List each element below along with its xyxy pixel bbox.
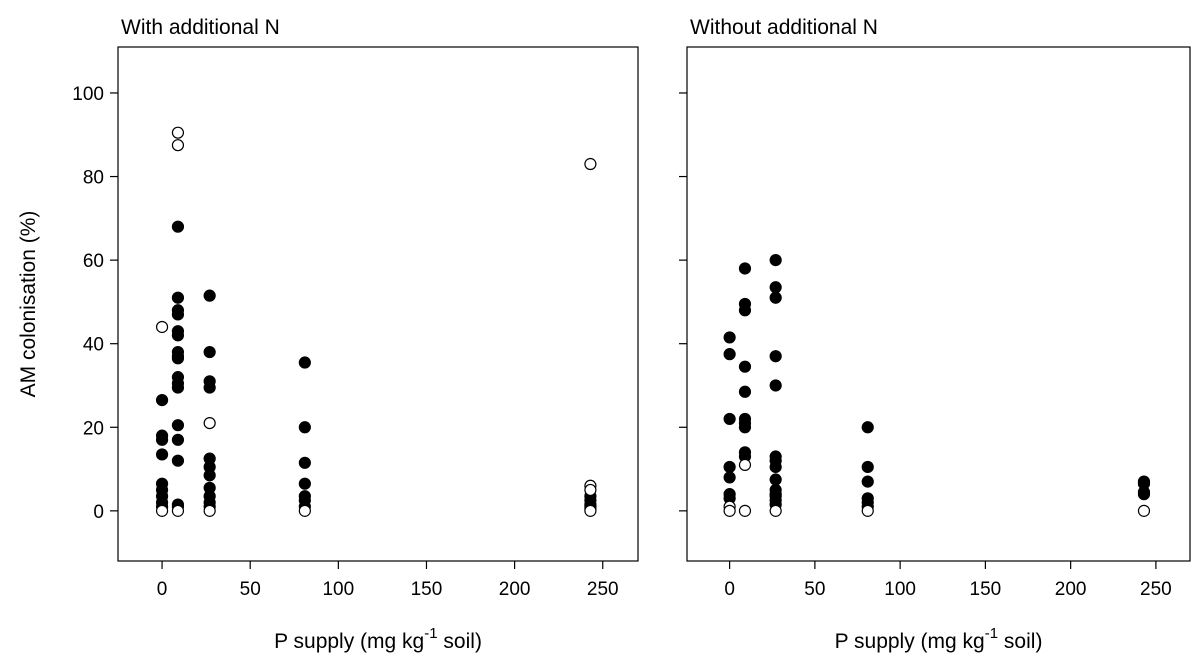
x-axis-label: P supply (mg kg-1 soil) bbox=[835, 625, 1043, 653]
data-point-open bbox=[584, 157, 597, 171]
data-point-filled bbox=[171, 352, 185, 365]
y-axis-label: AM colonisation (%) bbox=[17, 211, 40, 398]
x-tick-label: 0 bbox=[724, 579, 735, 600]
data-point-filled bbox=[769, 281, 782, 294]
data-point-filled bbox=[769, 473, 782, 486]
data-point-filled bbox=[171, 381, 185, 394]
y-tick-label: 40 bbox=[83, 335, 104, 356]
x-axis-label: P supply (mg kg-1 soil) bbox=[274, 625, 482, 653]
x-tick-label: 100 bbox=[322, 579, 354, 600]
data-point-filled bbox=[298, 421, 311, 434]
data-point-filled bbox=[203, 469, 216, 482]
data-point-filled bbox=[738, 385, 752, 398]
x-tick-label: 100 bbox=[884, 579, 916, 600]
data-point-filled bbox=[155, 433, 169, 446]
data-point-open bbox=[171, 139, 185, 152]
data-point-filled bbox=[298, 456, 311, 469]
data-point-open bbox=[298, 504, 311, 517]
data-point-filled bbox=[1137, 488, 1151, 501]
data-point-filled bbox=[723, 348, 736, 361]
data-point-filled bbox=[723, 460, 736, 474]
data-point-filled bbox=[861, 421, 874, 434]
y-tick-label: 20 bbox=[83, 418, 104, 439]
data-point-filled bbox=[171, 308, 185, 321]
panel-2: Without additional N 0 50 100 150 200 250 P sup… bbox=[679, 16, 1191, 653]
data-point-filled bbox=[723, 331, 736, 344]
chart-title: Without additional N bbox=[690, 16, 878, 39]
data-point-filled bbox=[861, 475, 874, 488]
data-point-filled bbox=[155, 448, 169, 461]
x-tick-label: 200 bbox=[499, 579, 531, 600]
data-point-filled bbox=[723, 412, 736, 426]
data-point-filled bbox=[738, 262, 752, 275]
data-point-open bbox=[203, 416, 216, 430]
data-point-open bbox=[738, 458, 752, 471]
x-tick-label: 150 bbox=[411, 579, 443, 600]
plot-frame bbox=[686, 46, 1191, 562]
y-tick-label: 60 bbox=[83, 251, 104, 272]
data-point-open bbox=[584, 504, 597, 517]
data-point-filled bbox=[171, 329, 185, 342]
data-point-filled bbox=[861, 460, 874, 474]
data-point-filled bbox=[203, 381, 216, 394]
data-point-open bbox=[203, 504, 216, 517]
data-point-open bbox=[584, 483, 597, 497]
data-point-filled bbox=[171, 454, 185, 467]
data-point-filled bbox=[738, 421, 752, 434]
data-point-filled bbox=[203, 345, 216, 359]
chart-title: With additional N bbox=[121, 16, 280, 39]
y-tick-label: 0 bbox=[93, 502, 104, 523]
data-point-filled bbox=[171, 291, 185, 304]
data-point-filled bbox=[769, 254, 782, 267]
data-point-filled bbox=[203, 289, 216, 302]
x-tick-label: 50 bbox=[240, 579, 261, 600]
data-point-open bbox=[723, 504, 736, 517]
data-point-open bbox=[171, 126, 185, 139]
data-point-filled bbox=[171, 419, 185, 432]
data-point-open bbox=[861, 504, 874, 517]
x-tick-label: 50 bbox=[804, 579, 825, 600]
data-point-filled bbox=[738, 304, 752, 317]
data-point-open bbox=[171, 504, 185, 517]
data-point-filled bbox=[769, 379, 782, 392]
data-point-filled bbox=[769, 350, 782, 363]
y-tick-label: 100 bbox=[72, 84, 104, 105]
x-tick-label: 200 bbox=[1055, 579, 1087, 600]
panel-1: With additional N 0 20 40 60 80 100 0 50 100 150 20… bbox=[17, 16, 639, 653]
data-point-open bbox=[738, 504, 752, 517]
data-point-filled bbox=[155, 394, 169, 407]
x-tick-label: 0 bbox=[157, 579, 168, 600]
x-tick-label: 150 bbox=[970, 579, 1002, 600]
data-point-filled bbox=[769, 291, 782, 304]
data-point-filled bbox=[723, 471, 736, 484]
x-tick-label: 250 bbox=[587, 579, 619, 600]
data-point-filled bbox=[171, 433, 185, 446]
data-point-open bbox=[769, 504, 782, 517]
data-point-open bbox=[155, 504, 169, 517]
data-point-filled bbox=[298, 477, 311, 490]
data-point-filled bbox=[769, 460, 782, 474]
data-point-open bbox=[155, 320, 169, 334]
data-point-filled bbox=[738, 360, 752, 373]
data-point-filled bbox=[171, 220, 185, 233]
data-point-open bbox=[1137, 504, 1151, 517]
y-tick-label: 80 bbox=[83, 168, 104, 189]
data-point-filled bbox=[298, 356, 311, 369]
plot-frame bbox=[117, 46, 639, 562]
x-tick-label: 250 bbox=[1140, 579, 1172, 600]
